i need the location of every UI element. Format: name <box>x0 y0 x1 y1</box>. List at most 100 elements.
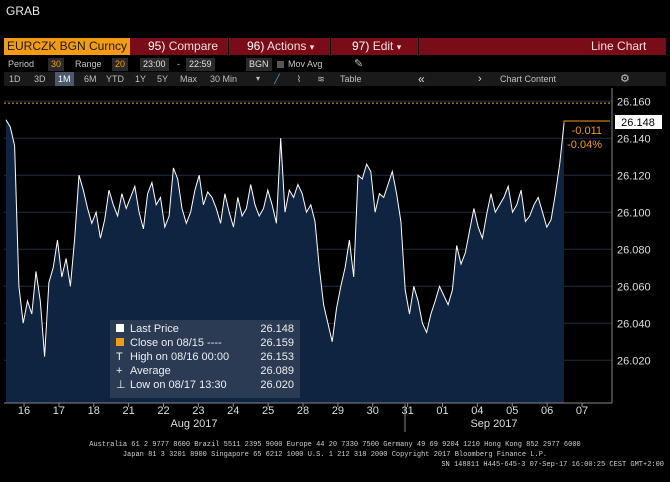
legend: Last Price 26.148 Close on 08/15 ---- 26… <box>110 320 300 398</box>
x-tick-label: 16 <box>18 405 30 417</box>
legend-low-label: Low on 08/17 13:30 <box>130 379 227 391</box>
legend-low-marker: ⊥ <box>116 379 126 391</box>
title-bar <box>4 38 666 55</box>
range-6m[interactable]: 6M <box>84 74 97 84</box>
y-tick-label: 26.160 <box>617 96 651 108</box>
y-tick-labels: 26.160 26.140 26.120 26.100 26.080 26.060 26.0… <box>617 96 651 367</box>
month-label-aug: Aug 2017 <box>170 418 217 430</box>
x-tick-label: 21 <box>123 405 135 417</box>
price-chart: 26.160 26.140 26.120 26.100 26.080 26.060 26.0… <box>4 88 666 432</box>
chart-content-button[interactable]: Chart Content <box>500 74 557 84</box>
actions-number: 96) <box>247 39 265 53</box>
legend-close-value: 26.159 <box>260 337 294 349</box>
legend-last-price-label: Last Price <box>130 323 179 335</box>
range-3d[interactable]: 3D <box>34 74 46 84</box>
actions-label: Actions <box>267 39 307 53</box>
x-tick-label: 28 <box>297 405 309 417</box>
range-max[interactable]: Max <box>180 74 198 84</box>
y-tick-label: 26.100 <box>617 207 651 219</box>
edit-caret-icon: ▾ <box>396 42 402 52</box>
compare-button[interactable]: 95) Compare <box>148 38 218 55</box>
month-label-sep: Sep 2017 <box>470 418 517 430</box>
time-from-field[interactable]: 23:00 <box>140 58 169 71</box>
x-tick-label: 04 <box>471 405 483 417</box>
edit-button[interactable]: 97) Edit ▾ <box>352 38 401 55</box>
line-tool-icon[interactable]: ╱ <box>274 74 280 84</box>
actions-button[interactable]: 96) Actions ▾ <box>247 38 314 55</box>
menu-separator <box>330 38 331 55</box>
chart-tool-icon[interactable]: ≋ <box>317 74 325 84</box>
footer-contacts: Australia 61 2 9777 8600 Brazil 5511 239… <box>89 441 581 449</box>
expand-right-icon[interactable]: › <box>478 73 482 85</box>
legend-average-marker: + <box>116 365 122 377</box>
toolbar <box>4 72 666 86</box>
legend-high-label: High on 08/16 00:00 <box>130 351 229 363</box>
legend-close-label: Close on 08/15 ---- <box>130 337 222 349</box>
legend-average-value: 26.089 <box>260 365 294 377</box>
legend-average-label: Average <box>130 365 171 377</box>
footer-session: SN 148811 H445-645-3 07-Sep-17 16:00:25 … <box>441 461 664 469</box>
y-tick-label: 26.020 <box>617 355 651 367</box>
price-line <box>5 119 565 357</box>
legend-last-price-value: 26.148 <box>260 323 294 335</box>
interval-caret-icon[interactable]: ▾ <box>256 74 261 83</box>
edit-number: 97) <box>352 39 370 53</box>
range-1m[interactable]: 1M <box>55 72 74 86</box>
x-tick-label: 22 <box>157 405 169 417</box>
mov-avg-checkbox[interactable] <box>277 61 284 68</box>
window-title: GRAB <box>6 4 41 18</box>
legend-high-marker: T <box>116 351 123 363</box>
time-to-field[interactable]: 22:59 <box>186 58 215 71</box>
chart-type-label[interactable]: Line Chart <box>591 39 647 53</box>
compare-label: Compare <box>168 39 219 53</box>
collapse-left-icon[interactable]: « <box>418 72 425 86</box>
legend-last-price-marker <box>116 324 124 332</box>
mov-avg-label: Mov Avg <box>288 59 323 69</box>
table-button[interactable]: Table <box>340 74 362 84</box>
range-1y[interactable]: 1Y <box>135 74 147 84</box>
range-5y[interactable]: 5Y <box>157 74 169 84</box>
footer-copyright: Japan 81 3 3201 8900 Singapore 65 6212 1… <box>122 451 548 459</box>
x-tick-label: 01 <box>436 405 448 417</box>
time-separator: - <box>177 59 180 69</box>
x-tick-label: 25 <box>262 405 274 417</box>
period-label: Period <box>8 59 35 69</box>
legend-high-value: 26.153 <box>260 351 294 363</box>
change-pct: -0.04% <box>567 139 602 151</box>
range-1d[interactable]: 1D <box>9 74 21 84</box>
x-tick-labels: 16 17 18 21 22 23 24 25 28 29 30 31 01 04 05 06 07 <box>18 403 588 417</box>
range-value[interactable]: 20 <box>112 58 129 71</box>
y-tick-label: 26.140 <box>617 133 651 145</box>
draw-tool-icon[interactable]: ⌇ <box>296 74 302 84</box>
compare-number: 95) <box>148 39 166 53</box>
x-tick-label: 23 <box>192 405 204 417</box>
x-tick-label: 17 <box>53 405 65 417</box>
legend-low-value: 26.020 <box>260 379 294 391</box>
source-field[interactable]: BGN <box>246 58 272 71</box>
change-abs: -0.011 <box>572 125 602 137</box>
ticker-field[interactable]: EURCZK BGN Curncy <box>4 38 130 55</box>
x-tick-label: 29 <box>332 405 344 417</box>
pencil-icon[interactable]: ✎ <box>354 58 364 70</box>
x-tick-label: 07 <box>576 405 588 417</box>
x-tick-label: 18 <box>88 405 100 417</box>
last-price-tag <box>615 115 662 129</box>
y-tick-label: 26.040 <box>617 318 651 330</box>
last-price-tag-text: 26.148 <box>621 117 655 129</box>
x-tick-label: 24 <box>227 405 239 417</box>
menu-separator <box>228 38 229 55</box>
menu-separator <box>418 38 419 55</box>
actions-caret-icon: ▾ <box>309 42 315 52</box>
interval-select[interactable]: 30 Min <box>210 74 238 84</box>
range-ytd[interactable]: YTD <box>106 74 124 84</box>
range-label: Range <box>75 59 102 69</box>
legend-close-marker <box>116 338 124 346</box>
x-tick-label: 30 <box>367 405 379 417</box>
y-tick-label: 26.060 <box>617 281 651 293</box>
y-tick-label: 26.120 <box>617 170 651 182</box>
period-value[interactable]: 30 <box>48 58 65 71</box>
gear-icon[interactable]: ⚙ <box>620 73 630 85</box>
legend-box <box>110 320 300 398</box>
edit-label: Edit <box>372 39 394 53</box>
change-bracket <box>563 120 610 124</box>
